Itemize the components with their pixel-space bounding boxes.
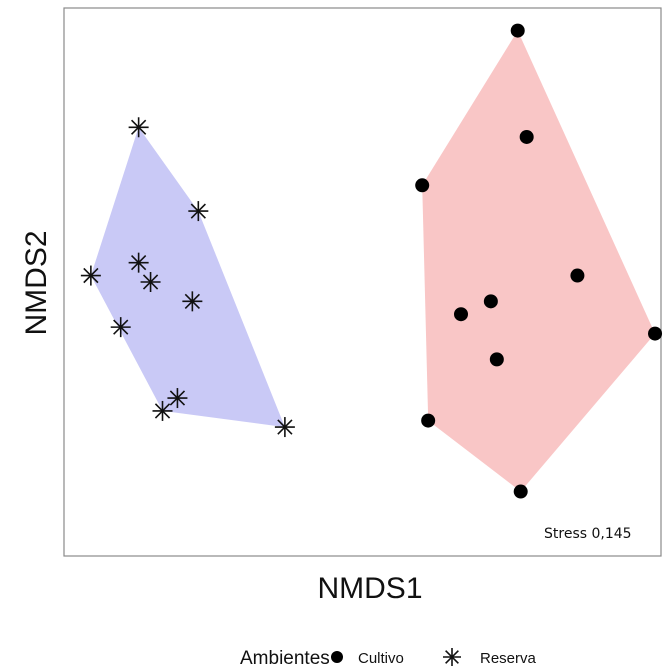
y-axis-label: NMDS2	[20, 230, 53, 335]
point-cultivo	[483, 294, 498, 309]
legend-label-reserva: Reserva	[480, 650, 537, 667]
legend-marker-reserva	[443, 648, 461, 666]
legend: Ambientes Cultivo Reserva	[240, 648, 537, 669]
hull-reserva	[90, 127, 285, 428]
legend-title: Ambientes	[240, 648, 330, 669]
point-reserva	[188, 201, 209, 222]
legend-marker-cultivo	[331, 651, 343, 663]
points-layer	[80, 23, 663, 499]
hull-layer	[90, 30, 655, 492]
point-reserva	[152, 400, 173, 421]
point-reserva	[80, 265, 101, 286]
point-cultivo	[454, 307, 469, 322]
point-cultivo	[519, 129, 534, 144]
point-reserva	[182, 291, 203, 312]
point-cultivo	[648, 326, 663, 341]
x-axis-label: NMDS1	[317, 572, 422, 605]
legend-items: Cultivo Reserva	[331, 648, 537, 667]
point-reserva	[128, 252, 149, 273]
point-reserva	[140, 272, 161, 292]
point-cultivo	[570, 268, 585, 283]
point-cultivo	[489, 352, 504, 367]
point-reserva	[110, 317, 131, 338]
point-cultivo	[421, 413, 436, 428]
stress-annotation: Stress 0,145	[544, 526, 632, 542]
point-reserva	[128, 117, 149, 138]
legend-label-cultivo: Cultivo	[358, 650, 404, 667]
point-cultivo	[510, 23, 525, 38]
point-cultivo	[513, 484, 528, 499]
point-cultivo	[415, 178, 430, 193]
hull-cultivo	[422, 30, 655, 492]
point-reserva	[167, 388, 188, 409]
point-reserva	[274, 417, 295, 438]
